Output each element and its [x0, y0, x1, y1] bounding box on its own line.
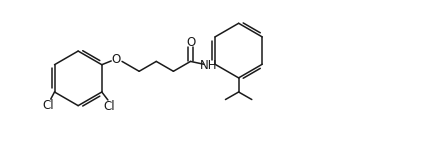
Text: NH: NH: [200, 59, 217, 72]
Text: O: O: [111, 53, 121, 66]
Text: Cl: Cl: [104, 100, 115, 113]
Text: Cl: Cl: [42, 99, 54, 112]
Text: O: O: [186, 36, 195, 49]
